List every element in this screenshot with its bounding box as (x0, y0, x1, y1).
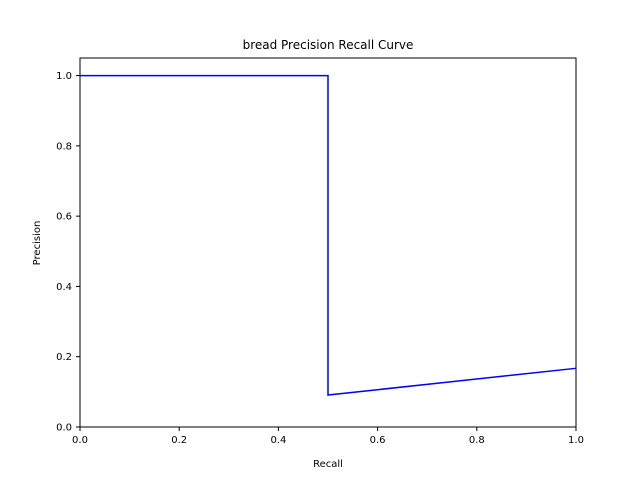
y-axis-ticks: 0.0 0.2 0.4 0.6 0.8 1.0 (56, 71, 80, 434)
y-tick-label: 0.4 (56, 282, 72, 293)
y-tick-label: 0.8 (56, 141, 72, 152)
y-axis-label: Precision (32, 221, 43, 266)
series-line (80, 74, 577, 396)
x-tick-label: 0.8 (469, 435, 485, 446)
x-axis-label: Recall (313, 459, 343, 470)
x-tick-label: 1.0 (568, 435, 584, 446)
x-tick-label: 0.2 (171, 435, 187, 446)
axes-frame (79, 57, 577, 428)
series-layer (80, 74, 577, 396)
y-tick-label: 1.0 (56, 71, 72, 82)
x-tick-label: 0.4 (270, 435, 286, 446)
chart-title: bread Precision Recall Curve (243, 38, 414, 52)
y-tick-label: 0.0 (56, 423, 72, 434)
x-tick-label: 0.0 (72, 435, 88, 446)
x-tick-label: 0.6 (370, 435, 386, 446)
y-tick-label: 0.2 (56, 352, 72, 363)
x-axis-ticks: 0.0 0.2 0.4 0.6 0.8 1.0 (72, 427, 584, 446)
y-tick-label: 0.6 (56, 212, 72, 223)
